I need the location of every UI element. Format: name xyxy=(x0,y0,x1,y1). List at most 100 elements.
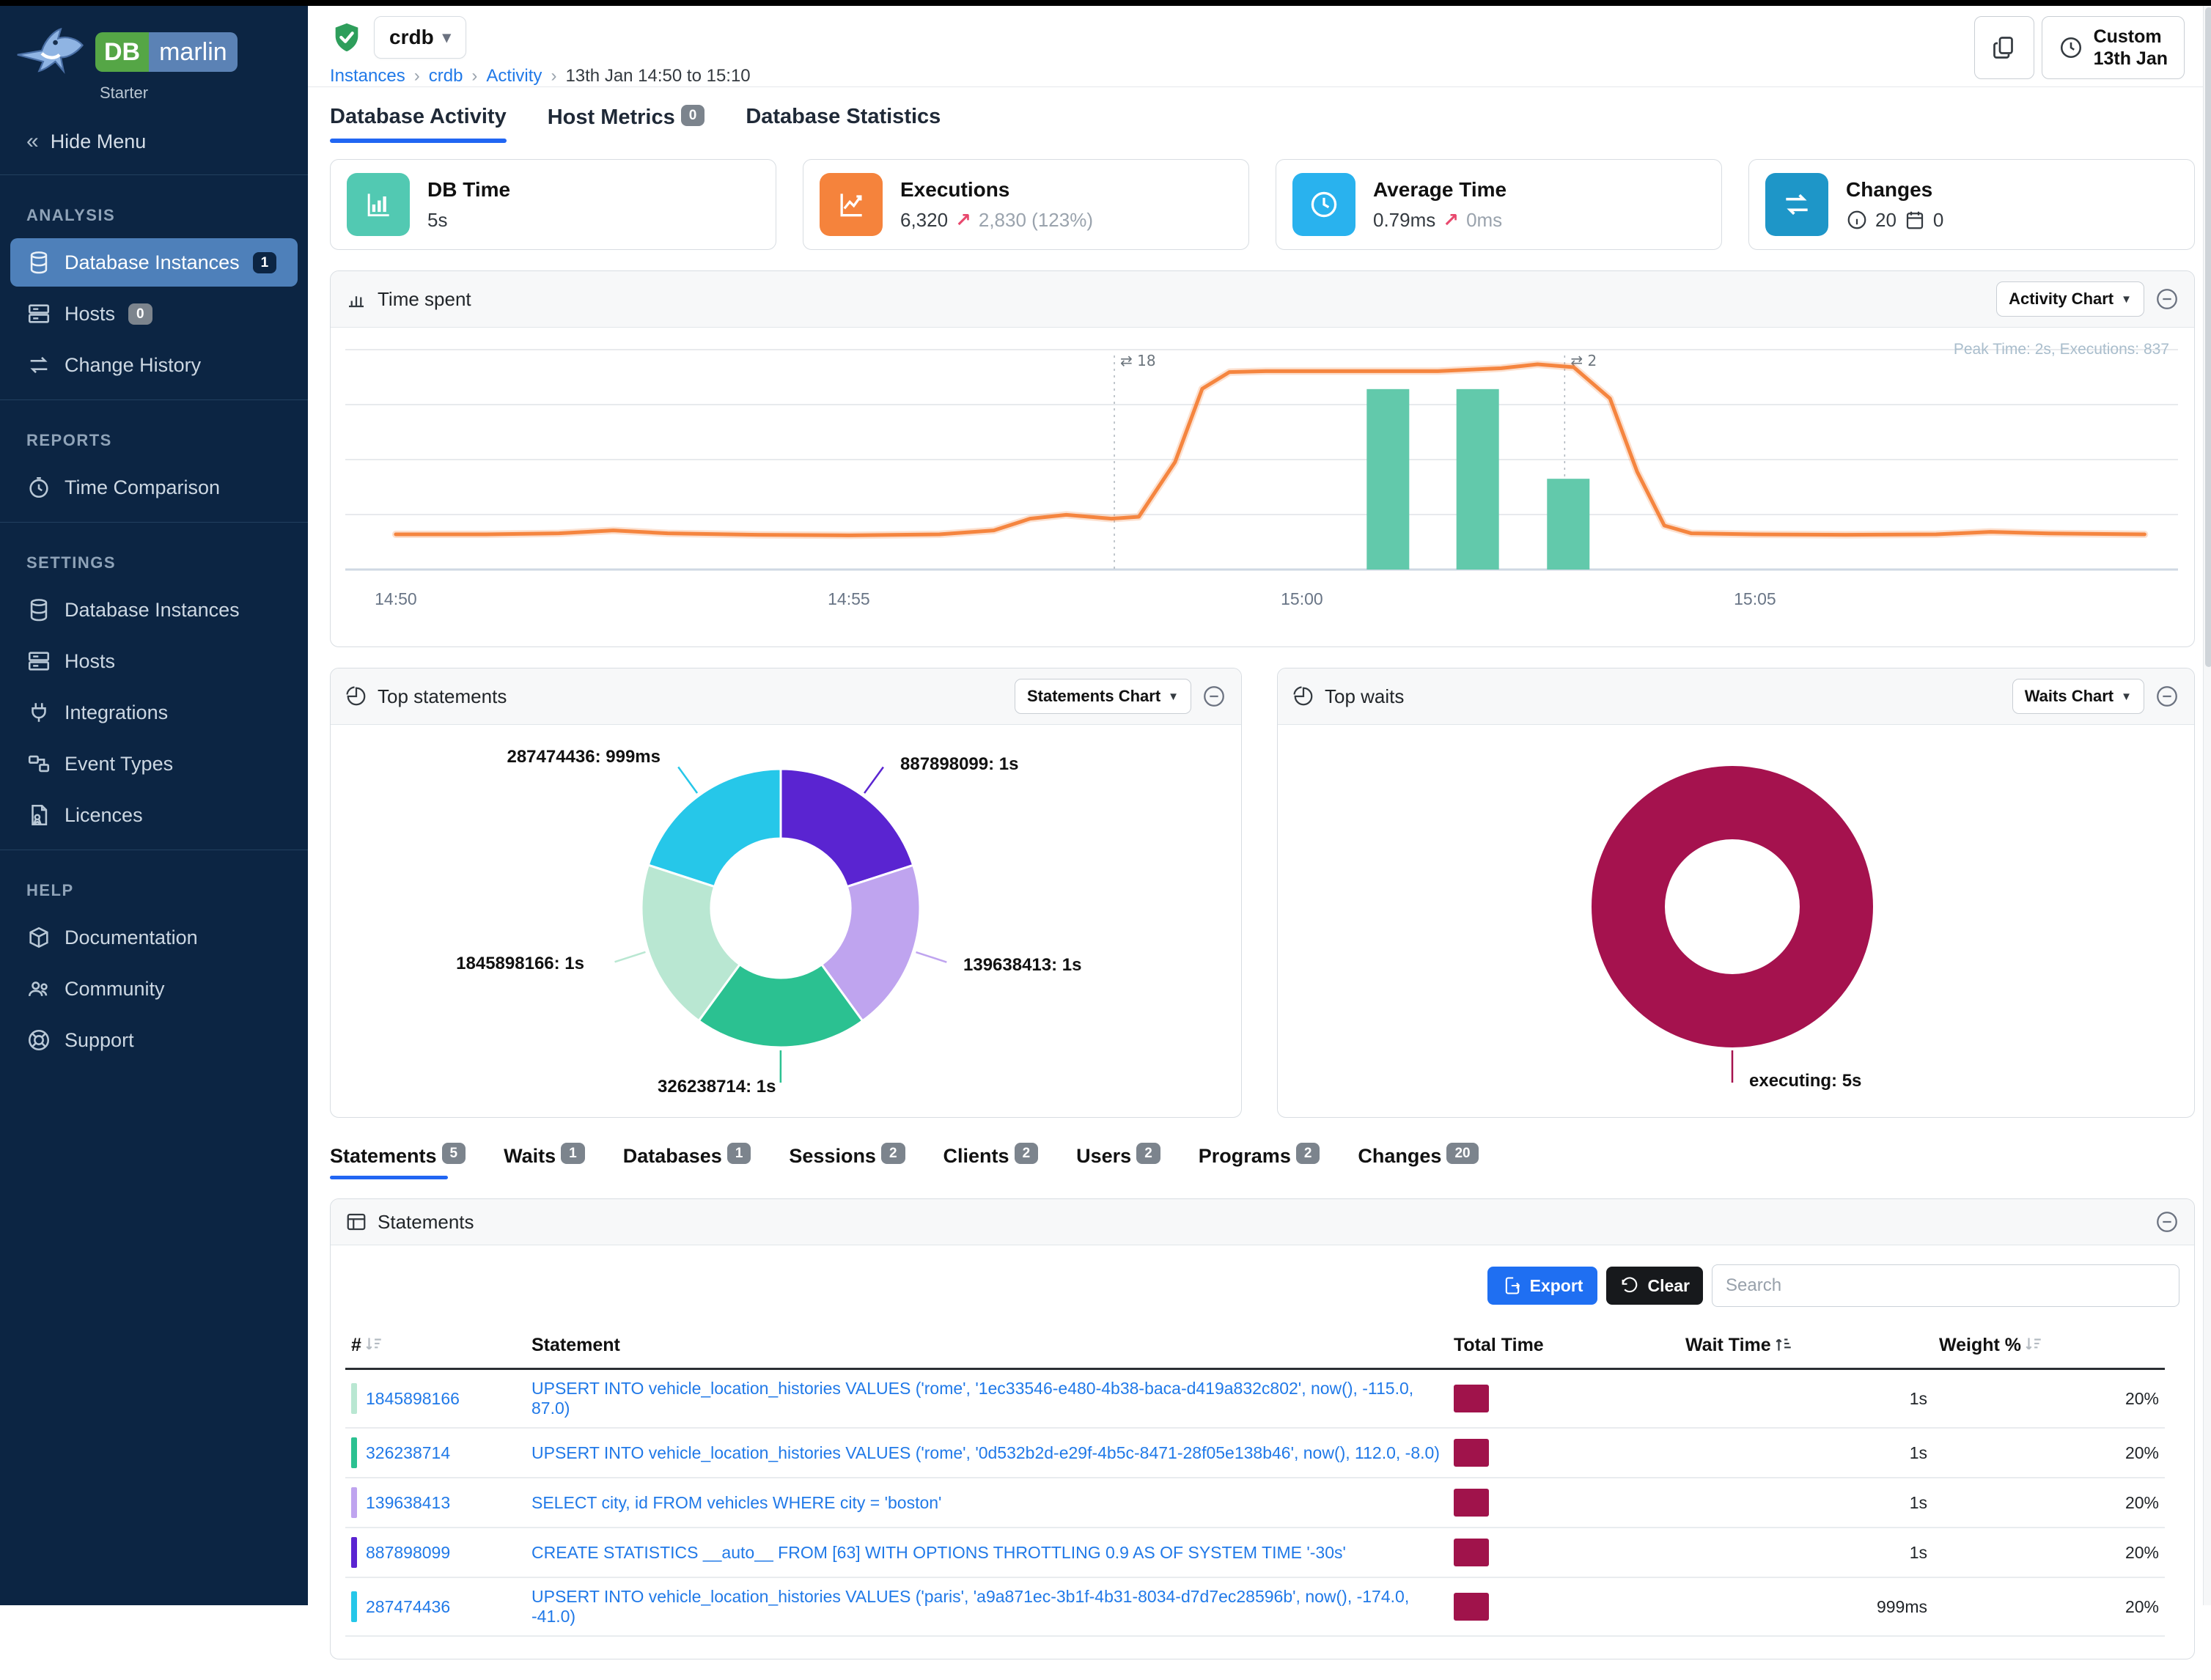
card-executions: Executions 6,320 ↗ 2,830 (123%) xyxy=(803,159,1249,250)
collapse-icon[interactable] xyxy=(2155,684,2179,709)
tab-database-statistics[interactable]: Database Statistics xyxy=(746,105,941,143)
copy-link-button[interactable] xyxy=(1974,16,2034,79)
sidebar-item-integrations[interactable]: Integrations xyxy=(10,688,298,737)
breadcrumb-activity[interactable]: Activity xyxy=(486,66,542,86)
hide-menu-button[interactable]: « Hide Menu xyxy=(0,108,308,174)
statement-id-link[interactable]: 887898099 xyxy=(366,1543,450,1563)
export-icon xyxy=(1502,1275,1523,1296)
donut-label-326238714: 326238714: 1s xyxy=(658,1077,776,1097)
time-range-button[interactable]: Custom 13th Jan xyxy=(2042,16,2185,79)
statement-color-bar xyxy=(351,1383,357,1414)
statement-link[interactable]: CREATE STATISTICS __auto__ FROM [63] WIT… xyxy=(531,1543,1346,1562)
sidebar-item-hosts[interactable]: Hosts 0 xyxy=(10,290,298,338)
sort-down-icon xyxy=(2024,1335,2043,1354)
panel-title: Statements xyxy=(378,1211,474,1234)
database-icon xyxy=(26,250,51,275)
collapse-icon[interactable] xyxy=(2155,287,2179,312)
export-button[interactable]: Export xyxy=(1487,1267,1598,1305)
topbar: crdb ▾ Instances › crdb › Activity › 13t… xyxy=(308,6,2211,87)
card-average-time: Average Time 0.79ms ↗ 0ms xyxy=(1276,159,1722,250)
count-badge: 0 xyxy=(128,303,152,325)
section-title: HELP xyxy=(0,862,308,910)
nav-section-help: HELP Documentation Community Support xyxy=(0,850,308,1075)
breadcrumb-crdb[interactable]: crdb xyxy=(429,66,463,86)
breadcrumb-separator: › xyxy=(471,66,477,86)
sidebar-item-label: Hosts xyxy=(65,303,115,325)
sidebar-item-event-types[interactable]: Event Types xyxy=(10,740,298,788)
sidebar-item-time-comparison[interactable]: Time Comparison xyxy=(10,463,298,512)
time-range-date: 13th Jan xyxy=(2094,48,2168,70)
instance-selector[interactable]: crdb ▾ xyxy=(374,16,466,59)
pie-chart-icon xyxy=(1292,685,1314,707)
licence-document-icon xyxy=(26,803,51,828)
count-badge: 2 xyxy=(1015,1143,1039,1164)
health-shield-icon xyxy=(330,21,364,54)
column-header-statement[interactable]: Statement xyxy=(526,1323,1448,1369)
sidebar-item-support[interactable]: Support xyxy=(10,1016,298,1064)
sort-up-icon xyxy=(1774,1335,1793,1354)
clear-label: Clear xyxy=(1647,1276,1690,1296)
sidebar-item-database-instances[interactable]: Database Instances 1 xyxy=(10,238,298,287)
sidebar-item-database-instances-settings[interactable]: Database Instances xyxy=(10,586,298,634)
statements-chart-dropdown[interactable]: Statements Chart▼ xyxy=(1015,679,1191,714)
server-icon xyxy=(26,649,51,674)
statement-link[interactable]: SELECT city, id FROM vehicles WHERE city… xyxy=(531,1493,941,1512)
table-row: 139638413 SELECT city, id FROM vehicles … xyxy=(345,1478,2165,1528)
chart-icon xyxy=(345,288,367,310)
statement-id-link[interactable]: 1845898166 xyxy=(366,1389,460,1409)
waits-donut-chart[interactable]: executing: 5s xyxy=(1278,725,2194,1117)
column-header-total-time[interactable]: Total Time xyxy=(1448,1323,1680,1369)
statements-table-panel: Statements Export Clear xyxy=(330,1198,2195,1659)
statements-donut-chart[interactable]: 287474436: 999ms 887898099: 1s 184589816… xyxy=(331,725,1241,1117)
tab-database-activity[interactable]: Database Activity xyxy=(330,105,507,143)
sidebar-item-community[interactable]: Community xyxy=(10,965,298,1013)
tab-label: Programs xyxy=(1199,1145,1291,1167)
statement-link[interactable]: UPSERT INTO vehicle_location_histories V… xyxy=(531,1379,1413,1418)
column-header-id[interactable]: # xyxy=(345,1323,526,1369)
caret-down-icon: ▼ xyxy=(2121,690,2132,703)
sidebar-item-label: Event Types xyxy=(65,753,173,775)
donut-label-887898099: 887898099: 1s xyxy=(900,754,1018,775)
metric-cards: DB Time 5s Executions 6,320 ↗ 2,830 (123… xyxy=(330,159,2195,250)
statement-link[interactable]: UPSERT INTO vehicle_location_histories V… xyxy=(531,1587,1409,1626)
clear-button[interactable]: Clear xyxy=(1606,1267,1703,1305)
statement-link[interactable]: UPSERT INTO vehicle_location_histories V… xyxy=(531,1443,1440,1462)
section-title: SETTINGS xyxy=(0,534,308,583)
brand-logo: DB marlin Starter xyxy=(0,6,308,108)
sidebar-item-licences[interactable]: Licences xyxy=(10,791,298,839)
statement-id-link[interactable]: 287474436 xyxy=(366,1597,450,1617)
card-value: 6,320 xyxy=(900,209,948,232)
collapse-icon[interactable] xyxy=(2155,1209,2179,1234)
statement-id-link[interactable]: 326238714 xyxy=(366,1443,450,1463)
nav-section-settings: SETTINGS Database Instances Hosts Integr… xyxy=(0,523,308,850)
breadcrumb-instances[interactable]: Instances xyxy=(330,66,405,86)
chevron-down-icon: ▾ xyxy=(443,28,451,47)
scrollbar-thumb[interactable] xyxy=(2205,7,2211,667)
export-label: Export xyxy=(1530,1276,1583,1296)
statement-id-link[interactable]: 139638413 xyxy=(366,1493,450,1513)
sidebar-item-change-history[interactable]: Change History xyxy=(10,341,298,389)
sidebar-item-hosts-settings[interactable]: Hosts xyxy=(10,637,298,685)
waits-chart-dropdown[interactable]: Waits Chart▼ xyxy=(2012,679,2144,714)
activity-chart-dropdown[interactable]: Activity Chart▼ xyxy=(1996,281,2144,317)
scrollbar[interactable] xyxy=(2203,6,2211,1605)
server-icon xyxy=(26,301,51,326)
sidebar-item-label: Hosts xyxy=(65,650,115,673)
column-header-weight[interactable]: Weight % xyxy=(1933,1323,2165,1369)
breadcrumb: Instances › crdb › Activity › 13th Jan 1… xyxy=(330,66,2192,86)
sidebar-item-label: Time Comparison xyxy=(65,476,220,499)
sidebar-item-documentation[interactable]: Documentation xyxy=(10,913,298,962)
collapse-icon[interactable] xyxy=(1202,684,1226,709)
column-header-wait-time[interactable]: Wait Time xyxy=(1680,1323,1933,1369)
search-input[interactable] xyxy=(1712,1264,2179,1307)
